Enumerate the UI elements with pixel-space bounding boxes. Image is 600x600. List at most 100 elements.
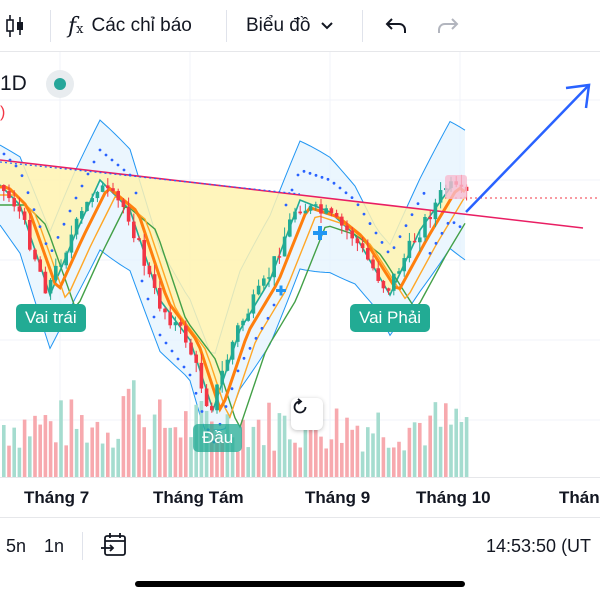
fx-icon: fx [68, 13, 84, 39]
volume-bar [360, 451, 365, 477]
candle-body [28, 219, 32, 250]
sar-dot [314, 173, 318, 177]
candle-body [116, 190, 120, 201]
volume-bar [319, 436, 323, 477]
range-1n-button[interactable]: 1n [44, 536, 65, 556]
candle-body [152, 274, 157, 288]
sar-dot [236, 369, 240, 373]
candle-body [43, 271, 48, 294]
candles-icon[interactable] [4, 0, 26, 52]
candle-body [392, 273, 396, 291]
candle-body [54, 265, 58, 280]
candle-body [210, 406, 214, 411]
sar-dot [368, 222, 372, 225]
volume-bar [340, 442, 344, 477]
sar-dot [452, 221, 456, 225]
chart-type-button[interactable]: Biểu đồ [246, 0, 334, 52]
candle-body [329, 208, 334, 213]
candle-body [433, 202, 438, 220]
candle-body [334, 212, 339, 217]
toolbar-divider [226, 10, 227, 42]
candle-body [189, 342, 193, 355]
toolbar-divider [50, 10, 51, 42]
volume-bar [246, 447, 250, 477]
candle-body [366, 248, 370, 260]
sar-dot [62, 222, 66, 226]
market-open-dot [54, 78, 66, 90]
goto-date-button[interactable] [100, 531, 128, 564]
sar-dot [296, 173, 300, 177]
volume-bar [38, 424, 42, 477]
symbol-interval-label: 1D [0, 72, 27, 95]
volume-bar [277, 413, 282, 477]
time-tick-october: Tháng 10 [416, 488, 491, 507]
volume-bar [423, 445, 427, 477]
candle-body [38, 259, 42, 272]
candle-body [121, 200, 126, 208]
sar-dot [182, 365, 186, 369]
indicators-button[interactable]: fx Các chỉ báo [68, 0, 192, 52]
price-chart[interactable]: 1D ) Vai trái Đầu Vai Phải [0, 52, 600, 477]
sar-dot [224, 405, 228, 408]
ema-mid-line [0, 194, 466, 419]
sar-dot [74, 196, 78, 200]
volume-bar [397, 441, 401, 477]
candle-body [402, 258, 406, 272]
candle-body [90, 198, 94, 202]
candle-body [418, 237, 422, 243]
undo-button[interactable] [384, 0, 408, 52]
volume-bar [28, 436, 32, 477]
volume-bar [282, 415, 287, 477]
candle-body [251, 294, 256, 314]
volume-bar [262, 445, 266, 477]
candle-body [272, 256, 276, 278]
volume-bar [366, 427, 370, 477]
volume-bar [241, 419, 245, 477]
range-5n-button[interactable]: 5n [6, 536, 27, 556]
candle-body [319, 204, 323, 214]
candle-body [246, 313, 250, 321]
candle-body [220, 370, 224, 385]
volume-bar [74, 428, 79, 477]
candle-body [340, 216, 344, 226]
home-indicator [135, 581, 465, 587]
candle-body [371, 259, 375, 269]
volume-bar [314, 424, 318, 477]
volume-bar [392, 447, 396, 477]
candle-body [277, 256, 282, 258]
candle-body [69, 234, 74, 253]
chevron-down-icon [321, 22, 334, 30]
clock-timezone[interactable]: 14:53:50 (UT [486, 536, 592, 556]
projection-arrowhead [565, 83, 591, 109]
sar-dot [140, 279, 144, 283]
sar-dot [146, 297, 150, 301]
sar-dot [386, 250, 390, 254]
volume-bar [95, 421, 100, 477]
volume-bar [2, 425, 6, 477]
market-status-button[interactable] [46, 70, 74, 98]
candle-body [293, 211, 297, 220]
volume-bar [371, 433, 375, 477]
volume-bar [293, 442, 297, 477]
sar-dot [350, 196, 354, 200]
candle-body [7, 191, 11, 199]
time-tick-september: Tháng 9 [305, 488, 371, 507]
sar-dot [284, 203, 288, 207]
volume-bar [184, 411, 188, 477]
volume-bar [142, 427, 146, 477]
left-shoulder-label: Vai trái [16, 304, 86, 332]
redo-button[interactable] [436, 0, 460, 52]
calendar-goto-icon [101, 533, 126, 556]
candle-body [178, 322, 183, 326]
volume-bar [345, 417, 349, 477]
candle-body [303, 210, 308, 214]
sar-dot [194, 391, 198, 395]
candle-body [376, 268, 380, 281]
time-axis[interactable]: Tháng 7 Tháng Tám Tháng 9 Tháng 10 Thán [0, 477, 600, 517]
sar-dot [344, 191, 348, 195]
reset-chart-button[interactable] [291, 398, 323, 430]
sar-dot [200, 410, 204, 413]
neckline [0, 159, 584, 229]
candle-body [262, 278, 266, 286]
sar-dot [44, 242, 48, 246]
